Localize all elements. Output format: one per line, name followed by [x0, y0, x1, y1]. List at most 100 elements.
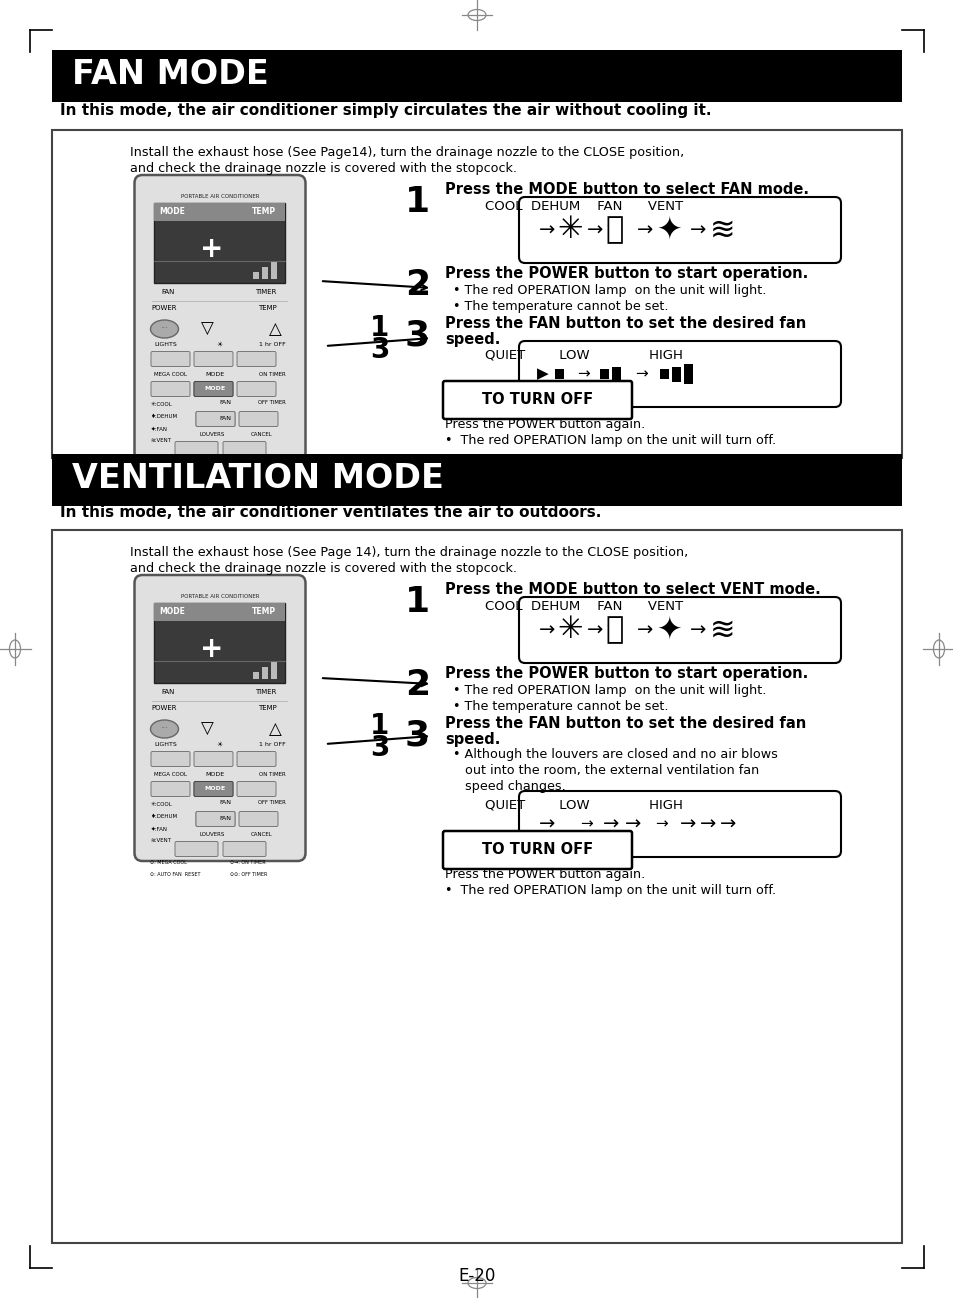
Text: ⊙: MEGA COOL: ⊙: MEGA COOL	[151, 861, 187, 866]
Text: Install the exhaust hose (See Page 14), turn the drainage nozzle to the CLOSE po: Install the exhaust hose (See Page 14), …	[130, 546, 687, 559]
FancyBboxPatch shape	[193, 352, 233, 366]
Ellipse shape	[151, 321, 178, 337]
FancyBboxPatch shape	[151, 352, 190, 366]
Text: 2: 2	[404, 267, 430, 302]
Text: ✳: ✳	[557, 615, 582, 645]
FancyBboxPatch shape	[174, 441, 218, 457]
Text: →: →	[679, 815, 696, 833]
Text: ≋: ≋	[709, 215, 735, 244]
Bar	[154, 604, 285, 683]
Text: and check the drainage nozzle is covered with the stopcock.: and check the drainage nozzle is covered…	[130, 562, 517, 575]
Text: →: →	[538, 815, 555, 833]
Text: • The temperature cannot be set.: • The temperature cannot be set.	[453, 700, 668, 713]
Text: OFF TIMER: OFF TIMER	[257, 401, 285, 405]
Text: ≋:VENT: ≋:VENT	[151, 439, 172, 444]
Text: 1: 1	[404, 186, 430, 219]
Bar	[262, 667, 268, 679]
Text: ⊙⊙: OFF TIMER: ⊙⊙: OFF TIMER	[230, 871, 267, 876]
Text: ≋:VENT: ≋:VENT	[151, 839, 172, 844]
Text: 3: 3	[370, 336, 389, 363]
Bar	[272, 262, 277, 279]
FancyBboxPatch shape	[193, 781, 233, 797]
Text: →: →	[538, 221, 555, 240]
Text: Press the MODE button to select FAN mode.: Press the MODE button to select FAN mode…	[444, 182, 808, 197]
FancyBboxPatch shape	[518, 197, 841, 263]
Bar	[599, 369, 608, 379]
Text: ≋: ≋	[709, 615, 735, 645]
Text: ♦:DEHUM: ♦:DEHUM	[151, 414, 177, 419]
FancyBboxPatch shape	[193, 752, 233, 767]
Text: ⊙: MEGA COOL: ⊙: MEGA COOL	[151, 461, 187, 466]
FancyBboxPatch shape	[193, 781, 233, 797]
FancyBboxPatch shape	[193, 382, 233, 396]
Text: △: △	[269, 321, 281, 337]
FancyBboxPatch shape	[223, 841, 266, 857]
Text: In this mode, the air conditioner simply circulates the air without cooling it.: In this mode, the air conditioner simply…	[60, 103, 711, 118]
Text: speed changes.: speed changes.	[453, 780, 565, 793]
Text: TO TURN OFF: TO TURN OFF	[481, 842, 593, 858]
FancyBboxPatch shape	[442, 831, 631, 868]
Text: • The red OPERATION lamp  on the unit will light.: • The red OPERATION lamp on the unit wil…	[453, 684, 765, 697]
FancyBboxPatch shape	[195, 411, 234, 427]
Text: out into the room, the external ventilation fan: out into the room, the external ventilat…	[453, 765, 759, 778]
Text: Install the exhaust hose (See Page14), turn the drainage nozzle to the CLOSE pos: Install the exhaust hose (See Page14), t…	[130, 145, 683, 158]
Text: ⊙: AUTO FAN  RESET: ⊙: AUTO FAN RESET	[151, 871, 201, 876]
Text: ♦:DEHUM: ♦:DEHUM	[151, 815, 177, 819]
Text: +: +	[200, 235, 223, 263]
Text: MEGA COOL: MEGA COOL	[154, 373, 188, 378]
Text: MODE: MODE	[204, 787, 225, 792]
Text: MODE: MODE	[205, 772, 224, 778]
Text: QUIET        LOW              HIGH: QUIET LOW HIGH	[484, 798, 682, 811]
Text: →: →	[689, 620, 705, 640]
FancyBboxPatch shape	[239, 411, 277, 427]
FancyBboxPatch shape	[442, 382, 631, 419]
Text: ☀: ☀	[216, 341, 223, 348]
FancyBboxPatch shape	[236, 781, 275, 797]
Text: ⊙→: ON TIMER: ⊙→: ON TIMER	[230, 461, 265, 466]
Text: In this mode, the air conditioner ventilates the air to outdoors.: In this mode, the air conditioner ventil…	[60, 505, 600, 520]
Text: 3: 3	[404, 718, 430, 752]
Bar	[659, 369, 668, 379]
FancyBboxPatch shape	[134, 175, 305, 461]
Text: • Although the louvers are closed and no air blows: • Although the louvers are closed and no…	[453, 748, 777, 761]
Bar	[154, 604, 285, 620]
Text: →: →	[602, 815, 618, 833]
Text: →: →	[637, 620, 653, 640]
FancyBboxPatch shape	[134, 575, 305, 861]
Text: →: →	[586, 620, 602, 640]
Text: ···: ···	[160, 724, 169, 733]
Text: FAN: FAN	[162, 289, 175, 295]
Text: CANCEL: CANCEL	[251, 832, 273, 837]
Text: COOL  DEHUM    FAN      VENT: COOL DEHUM FAN VENT	[484, 600, 682, 613]
Text: ✳:COOL: ✳:COOL	[151, 802, 172, 807]
Text: LOUVERS: LOUVERS	[199, 832, 225, 837]
Text: ⊙⊙: OFF TIMER: ⊙⊙: OFF TIMER	[230, 471, 267, 476]
Text: ✦:FAN: ✦:FAN	[151, 427, 168, 431]
Text: ✦:FAN: ✦:FAN	[151, 827, 168, 832]
Text: ▽: ▽	[201, 321, 213, 337]
Text: speed.: speed.	[444, 732, 500, 748]
Text: →: →	[586, 221, 602, 240]
Text: CANCEL: CANCEL	[251, 432, 273, 437]
Text: MODE: MODE	[204, 387, 225, 392]
Text: →: →	[635, 366, 647, 382]
Text: TIMER: TIMER	[254, 689, 276, 694]
Bar	[52, 454, 901, 506]
Text: FAN: FAN	[219, 401, 231, 405]
Text: ✳:COOL: ✳:COOL	[151, 402, 172, 408]
FancyBboxPatch shape	[239, 811, 277, 827]
Text: QUIET        LOW              HIGH: QUIET LOW HIGH	[484, 348, 682, 361]
Bar	[154, 202, 285, 283]
Text: OFF TIMER: OFF TIMER	[257, 801, 285, 806]
Text: •  The red OPERATION lamp on the unit will turn off.: • The red OPERATION lamp on the unit wil…	[444, 434, 776, 447]
Bar	[555, 369, 563, 379]
Text: 1: 1	[370, 314, 389, 341]
Text: FAN: FAN	[219, 816, 231, 822]
Text: •  The red OPERATION lamp on the unit will turn off.: • The red OPERATION lamp on the unit wil…	[444, 884, 776, 897]
Text: Press the POWER button again.: Press the POWER button again.	[444, 418, 644, 431]
Text: →: →	[700, 815, 716, 833]
Text: →: →	[538, 620, 555, 640]
Text: 🍃: 🍃	[604, 615, 622, 645]
Text: ✦: ✦	[657, 615, 681, 645]
FancyBboxPatch shape	[223, 441, 266, 457]
